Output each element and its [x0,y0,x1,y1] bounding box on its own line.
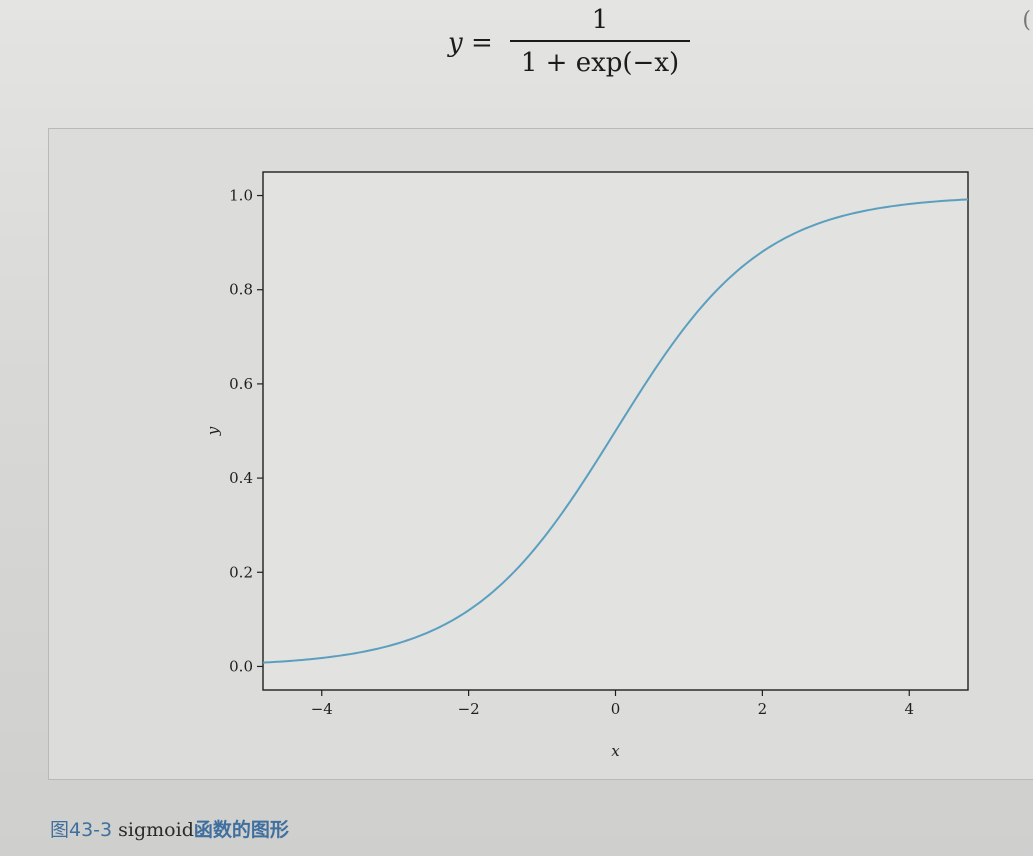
fraction-bar [510,40,690,42]
caption-text-en: sigmoid [118,819,194,841]
y-tick-label: 0.0 [229,657,253,675]
formula-fraction: 1 1 + exp(−x) [510,2,690,80]
y-tick-label: 0.6 [229,375,253,393]
y-axis-label: y [204,426,222,436]
x-tick-label: −2 [458,700,480,718]
y-tick-label: 0.2 [229,563,253,581]
formula-numerator: 1 [591,5,609,35]
y-tick-label: 1.0 [229,187,253,205]
x-axis-label: x [611,742,620,760]
formula-lhs: y = [448,28,493,58]
figure-caption: 图43-3 sigmoid函数的图形 [50,815,289,842]
x-tick-label: 4 [904,700,914,718]
x-tick-label: −4 [311,700,333,718]
margin-parenthesis: ( [1022,8,1031,33]
formula-denominator: 1 + exp(−x) [520,48,680,78]
x-tick-label: 2 [758,700,768,718]
caption-text-cn: 函数的图形 [193,819,289,841]
y-tick-label: 0.4 [229,469,253,487]
sigmoid-formula: y = 1 1 + exp(−x) [448,2,718,82]
x-tick-label: 0 [611,700,621,718]
y-tick-label: 0.8 [229,281,253,299]
sigmoid-curve [262,198,969,664]
caption-figure-number: 图43-3 [50,819,113,841]
